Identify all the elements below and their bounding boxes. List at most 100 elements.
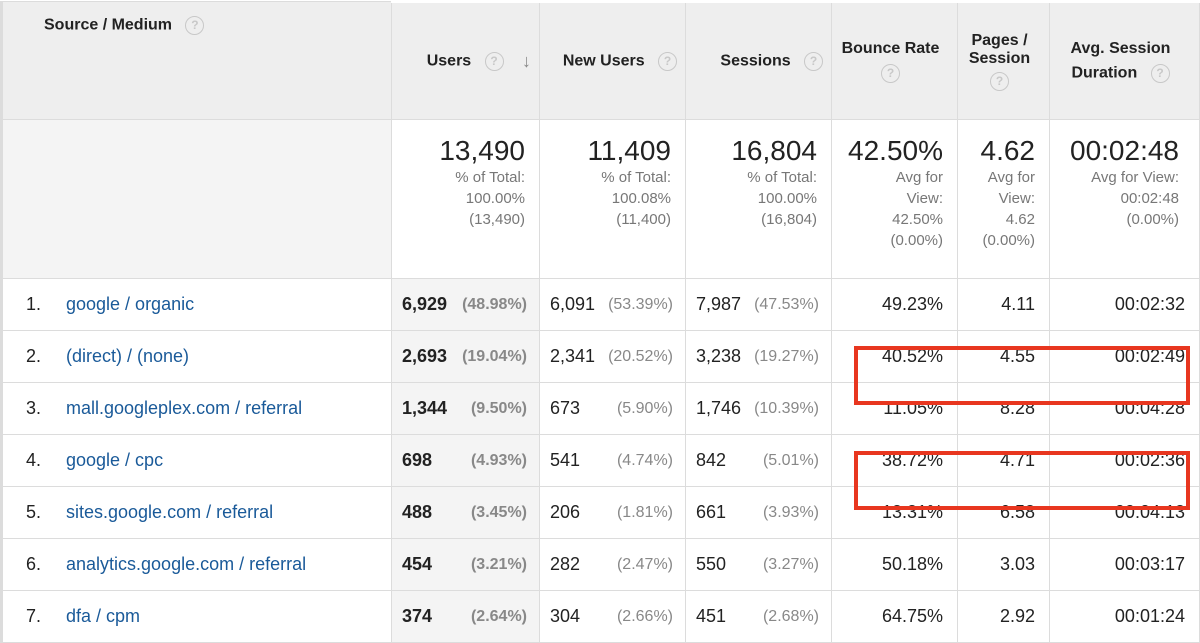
help-icon[interactable]: ? xyxy=(185,16,205,35)
new-users-cell: 304 (2.66%) xyxy=(539,590,686,643)
total-value: 4.62 xyxy=(980,135,1036,166)
avg-session-duration-cell: 00:02:32 xyxy=(1049,278,1200,331)
source-medium-cell: 1. google / organic xyxy=(0,278,392,331)
users-percent: (48.98%) xyxy=(462,295,527,313)
new-users-value: 673 xyxy=(550,398,581,418)
total-avg-session-duration: 00:02:48 Avg for View: 00:02:48 (0.00%) xyxy=(1049,119,1200,279)
total-delta: (0.00%) xyxy=(1126,211,1179,228)
help-icon[interactable]: ? xyxy=(804,51,823,71)
new-users-percent: (2.47%) xyxy=(616,555,673,573)
help-icon[interactable]: ? xyxy=(990,71,1009,91)
column-header-source-medium[interactable]: Source / Medium ? xyxy=(0,1,392,120)
avg-session-duration-cell: 00:01:24 xyxy=(1049,590,1200,643)
source-medium-link[interactable]: google / organic xyxy=(66,294,195,314)
source-medium-cell: 6. analytics.google.com / referral xyxy=(0,538,392,591)
help-icon[interactable]: ? xyxy=(1150,63,1170,83)
source-medium-link[interactable]: (direct) / (none) xyxy=(66,346,190,366)
column-header-users[interactable]: Users ? ↓ xyxy=(391,0,540,120)
sessions-percent: (2.68%) xyxy=(762,607,819,625)
new-users-cell: 673 (5.90%) xyxy=(539,382,686,435)
bounce-rate-cell: 40.52% xyxy=(831,330,958,383)
highlight-box xyxy=(854,451,1190,510)
pages-session-cell: 2.92 xyxy=(957,590,1050,643)
source-medium-link[interactable]: analytics.google.com / referral xyxy=(66,554,307,574)
source-medium-link[interactable]: dfa / cpm xyxy=(66,606,141,626)
source-medium-link[interactable]: mall.googleplex.com / referral xyxy=(66,398,303,418)
sessions-percent: (47.53%) xyxy=(754,295,819,313)
users-cell: 6,929 (48.98%) xyxy=(391,278,540,331)
total-pages-session: 4.62 Avg for View: 4.62 (0.00%) xyxy=(957,119,1050,279)
total-value: 00:02:48 xyxy=(1070,135,1179,166)
bounce-rate-cell: 13.31% xyxy=(831,486,958,539)
help-icon[interactable]: ? xyxy=(658,51,677,71)
source-medium-cell: 4. google / cpc xyxy=(0,434,392,487)
total-percent: 100.00% xyxy=(757,190,817,207)
total-new-users: 11,409 % of Total: 100.08% (11,400) xyxy=(539,119,686,279)
column-header-label-line2: Duration xyxy=(1071,64,1138,82)
total-count: (16,804) xyxy=(761,211,817,228)
new-users-percent: (20.52%) xyxy=(608,347,673,365)
users-cell: 698 (4.93%) xyxy=(391,434,540,487)
column-header-label: New Users xyxy=(562,52,645,69)
pages-session-cell: 4.55 xyxy=(957,330,1050,383)
column-header-pages-session[interactable]: Pages / Session ? xyxy=(957,0,1050,120)
sessions-percent: (19.27%) xyxy=(754,347,819,365)
highlight-box xyxy=(854,346,1190,405)
column-header-label-line1: Pages / xyxy=(971,31,1028,49)
sessions-cell: 451 (2.68%) xyxy=(685,590,832,643)
source-medium-link[interactable]: google / cpc xyxy=(66,450,164,470)
pages-session-cell: 8.28 xyxy=(957,382,1050,435)
users-value: 698 xyxy=(402,450,433,470)
users-percent: (19.04%) xyxy=(462,347,527,365)
total-caption: % of Total: xyxy=(747,169,817,186)
total-users: 13,490 % of Total: 100.00% (13,490) xyxy=(391,119,540,279)
total-percent: 100.00% xyxy=(465,190,525,207)
new-users-value: 541 xyxy=(550,450,581,470)
total-value: 42.50% xyxy=(848,135,943,166)
table-row: 7. dfa / cpm 374 (2.64%) 304 (2.66%) 451 (2.… xyxy=(0,590,1200,643)
column-header-label: Users xyxy=(426,52,472,69)
column-header-label: Sessions xyxy=(720,52,791,69)
row-index: 6. xyxy=(26,554,42,574)
users-value: 454 xyxy=(402,554,433,574)
users-percent: (9.50%) xyxy=(470,399,527,417)
row-index: 2. xyxy=(26,346,42,366)
users-value: 6,929 xyxy=(402,294,448,314)
table-row: 6. analytics.google.com / referral 454 (3.… xyxy=(0,538,1200,591)
column-header-label-line1: Avg. Session xyxy=(1070,39,1171,57)
table-row: 1. google / organic 6,929 (48.98%) 6,091 (5… xyxy=(0,278,1200,331)
help-icon[interactable]: ? xyxy=(484,51,504,71)
source-medium-cell: 7. dfa / cpm xyxy=(0,590,392,643)
source-medium-cell: 2. (direct) / (none) xyxy=(0,330,392,383)
pages-session-cell: 4.71 xyxy=(957,434,1050,487)
column-header-new-users[interactable]: New Users ? xyxy=(539,0,686,120)
avg-session-duration-cell: 00:03:17 xyxy=(1049,538,1200,591)
new-users-percent: (4.74%) xyxy=(616,451,673,469)
column-header-sessions[interactable]: Sessions ? xyxy=(685,0,832,120)
new-users-value: 304 xyxy=(550,606,581,626)
total-sessions: 16,804 % of Total: 100.00% (16,804) xyxy=(685,119,832,279)
sort-descending-icon[interactable]: ↓ xyxy=(522,50,531,71)
row-index: 3. xyxy=(26,398,42,418)
sessions-percent: (10.39%) xyxy=(754,399,819,417)
column-header-avg-session-duration[interactable]: Avg. Session Duration ? xyxy=(1049,0,1200,120)
bounce-rate-cell: 50.18% xyxy=(831,538,958,591)
column-header-bounce-rate[interactable]: Bounce Rate ? xyxy=(831,0,958,120)
total-value: 11,409 xyxy=(587,135,671,166)
total-caption: Avg for View: xyxy=(1091,169,1179,186)
users-value: 374 xyxy=(402,606,433,626)
row-index: 7. xyxy=(26,606,42,626)
users-percent: (3.45%) xyxy=(470,503,527,521)
source-medium-link[interactable]: sites.google.com / referral xyxy=(66,502,274,522)
help-icon[interactable]: ? xyxy=(881,63,900,83)
new-users-cell: 6,091 (53.39%) xyxy=(539,278,686,331)
sessions-value: 7,987 xyxy=(696,294,742,314)
users-value: 1,344 xyxy=(402,398,448,418)
total-percent: 100.08% xyxy=(611,190,671,207)
sessions-cell: 1,746 (10.39%) xyxy=(685,382,832,435)
new-users-cell: 282 (2.47%) xyxy=(539,538,686,591)
totals-row: 13,490 % of Total: 100.00% (13,490) 11,4… xyxy=(0,119,1200,279)
sessions-percent: (3.27%) xyxy=(762,555,819,573)
new-users-percent: (5.90%) xyxy=(616,399,673,417)
